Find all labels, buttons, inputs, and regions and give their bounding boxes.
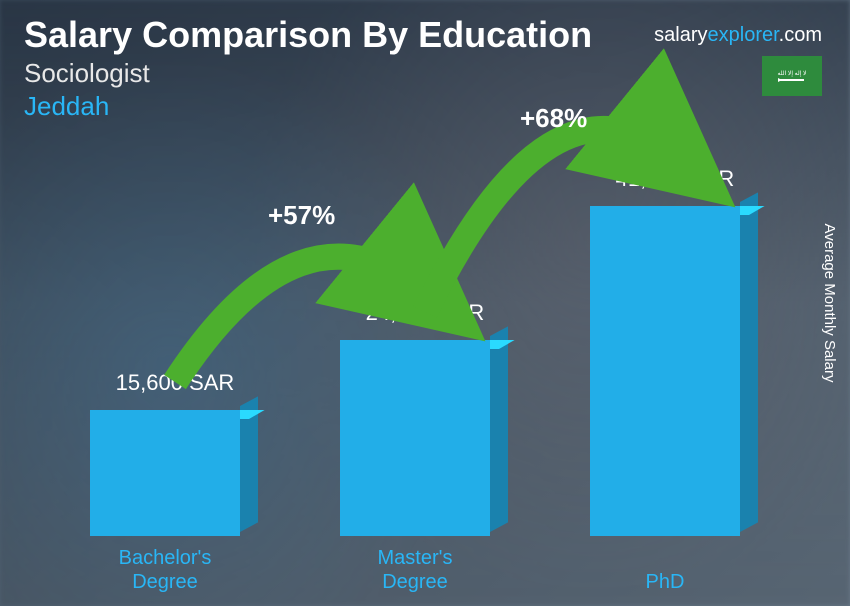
location: Jeddah <box>24 91 826 122</box>
brand-prefix: salary <box>654 24 707 46</box>
saudi-flag-icon: لا إله إلا الله <box>770 65 814 87</box>
brand-text: salaryexplorer.com <box>654 24 822 47</box>
country-flag-icon: لا إله إلا الله <box>762 56 822 96</box>
brand-suffix: .com <box>779 24 822 46</box>
svg-text:لا إله إلا الله: لا إله إلا الله <box>778 70 807 77</box>
y-axis-label: Average Monthly Salary <box>821 224 838 383</box>
subtitle: Sociologist <box>24 58 826 89</box>
brand-mid: explorer <box>708 24 779 46</box>
percent-increase-label: +57% <box>268 200 335 231</box>
